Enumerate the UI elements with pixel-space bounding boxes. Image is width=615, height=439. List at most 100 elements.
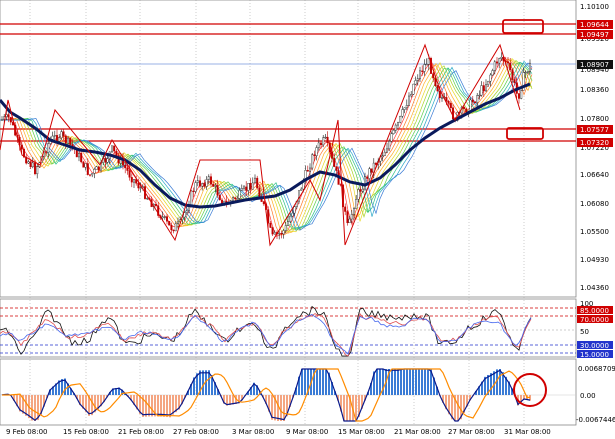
- candle-body: [258, 187, 261, 198]
- macd-histogram-bar: [43, 395, 45, 407]
- candle-body: [146, 198, 149, 200]
- macd-histogram-bar: [211, 375, 213, 395]
- macd-histogram-bar: [79, 395, 81, 406]
- candle-body: [493, 61, 496, 71]
- macd-histogram-bar: [205, 370, 207, 395]
- macd-histogram-bar: [502, 372, 504, 395]
- candle-body: [62, 131, 65, 136]
- candle-body: [403, 107, 406, 110]
- time-axis: 9 Feb 08:00 15 Feb 08:00 21 Feb 08:00 27…: [6, 428, 551, 436]
- macd-histogram-bar: [115, 387, 117, 395]
- candle-body: [436, 85, 439, 92]
- macd-histogram-bar: [475, 391, 477, 395]
- candle-body: [326, 136, 329, 144]
- macd-histogram-bar: [283, 395, 285, 421]
- horizontal-levels[interactable]: [0, 23, 576, 142]
- macd-histogram-bar: [175, 395, 177, 413]
- candle-body: [361, 188, 364, 192]
- macd-histogram-bar: [505, 376, 507, 395]
- candle-body: [370, 168, 373, 173]
- macd-histogram-bar: [328, 372, 330, 395]
- candle-body: [91, 173, 94, 176]
- candle-body: [529, 62, 532, 72]
- macd-histogram-bar: [394, 369, 396, 395]
- macd-histogram-bar: [343, 395, 345, 421]
- price-tick: 1.04930: [580, 256, 609, 264]
- crossover-highlight-circle[interactable]: [513, 373, 547, 407]
- rsi-tag-30: 30.0000: [580, 342, 609, 350]
- macd-histogram-bar: [238, 395, 240, 404]
- candle-body: [322, 137, 325, 146]
- macd-histogram-bar: [442, 395, 444, 403]
- support-zone-marker[interactable]: [506, 127, 544, 140]
- macd-histogram-bar: [49, 389, 51, 395]
- macd-histogram-bar: [457, 395, 459, 421]
- macd-histogram-bar: [58, 380, 60, 395]
- candle-body: [333, 158, 336, 167]
- candle-body: [218, 195, 221, 201]
- macd-histogram-bar: [415, 369, 417, 395]
- candle-body: [280, 232, 283, 235]
- macd-histogram-bar: [301, 369, 303, 395]
- candle-body: [66, 137, 69, 144]
- macd-histogram-bar: [298, 376, 300, 395]
- macd-histogram-bar: [469, 395, 471, 401]
- candle-body: [245, 186, 248, 191]
- candle-body: [507, 61, 510, 64]
- macd-histogram-bar: [208, 370, 210, 395]
- macd-histogram-bar: [163, 395, 165, 417]
- candle-body: [240, 188, 243, 191]
- candle-body: [390, 133, 393, 142]
- macd-histogram-bar: [34, 395, 36, 421]
- candle-body: [269, 222, 272, 228]
- macd-histogram-bar: [388, 369, 390, 395]
- candle-body: [214, 185, 217, 187]
- macd-histogram-bar: [193, 377, 195, 395]
- macd-histogram-bar: [373, 371, 375, 395]
- macd-histogram-bar: [364, 395, 366, 401]
- macd-histogram-bar: [94, 395, 96, 413]
- macd-histogram-bar: [229, 395, 231, 406]
- candle-body: [58, 137, 61, 142]
- candle-body: [489, 74, 492, 82]
- candle-body: [249, 183, 252, 190]
- candle-body: [192, 190, 195, 192]
- ma-ribbon-line: [0, 62, 533, 229]
- macd-histogram-bar: [424, 369, 426, 395]
- candle-body: [190, 190, 193, 206]
- macd-histogram-bar: [241, 395, 243, 401]
- candle-body: [69, 137, 72, 145]
- macd-histogram-bar: [22, 395, 24, 414]
- macd-histogram-bar: [181, 395, 183, 405]
- candle-body: [355, 199, 358, 209]
- candle-body: [231, 197, 234, 201]
- candle-body: [106, 158, 109, 163]
- candle-body: [56, 135, 59, 142]
- macd-histogram-bar: [409, 369, 411, 395]
- candle-body: [201, 183, 204, 187]
- candle-body: [234, 197, 237, 200]
- price-tag-mid-2: 1.07320: [580, 139, 609, 147]
- price-tag-mid-1: 1.07577: [580, 126, 609, 134]
- candle-body: [236, 198, 239, 200]
- candle-body: [357, 189, 360, 200]
- candle-body: [388, 141, 391, 150]
- candle-body: [463, 106, 466, 109]
- resistance-zone-marker[interactable]: [502, 19, 544, 34]
- candle-body: [170, 224, 173, 231]
- macd-histogram-bar: [355, 395, 357, 421]
- macd-histogram-bar: [214, 382, 216, 395]
- candle-body: [60, 131, 63, 139]
- candle-body: [401, 109, 404, 117]
- candle-body: [522, 72, 525, 91]
- candle-body: [432, 73, 435, 79]
- candle-body: [469, 99, 472, 112]
- macd-histogram-bar: [88, 395, 90, 416]
- macd-histogram-bar: [139, 395, 141, 414]
- candle-body: [287, 221, 290, 226]
- candle-body: [139, 187, 142, 189]
- candle-body: [45, 151, 48, 153]
- candle-body: [86, 163, 89, 175]
